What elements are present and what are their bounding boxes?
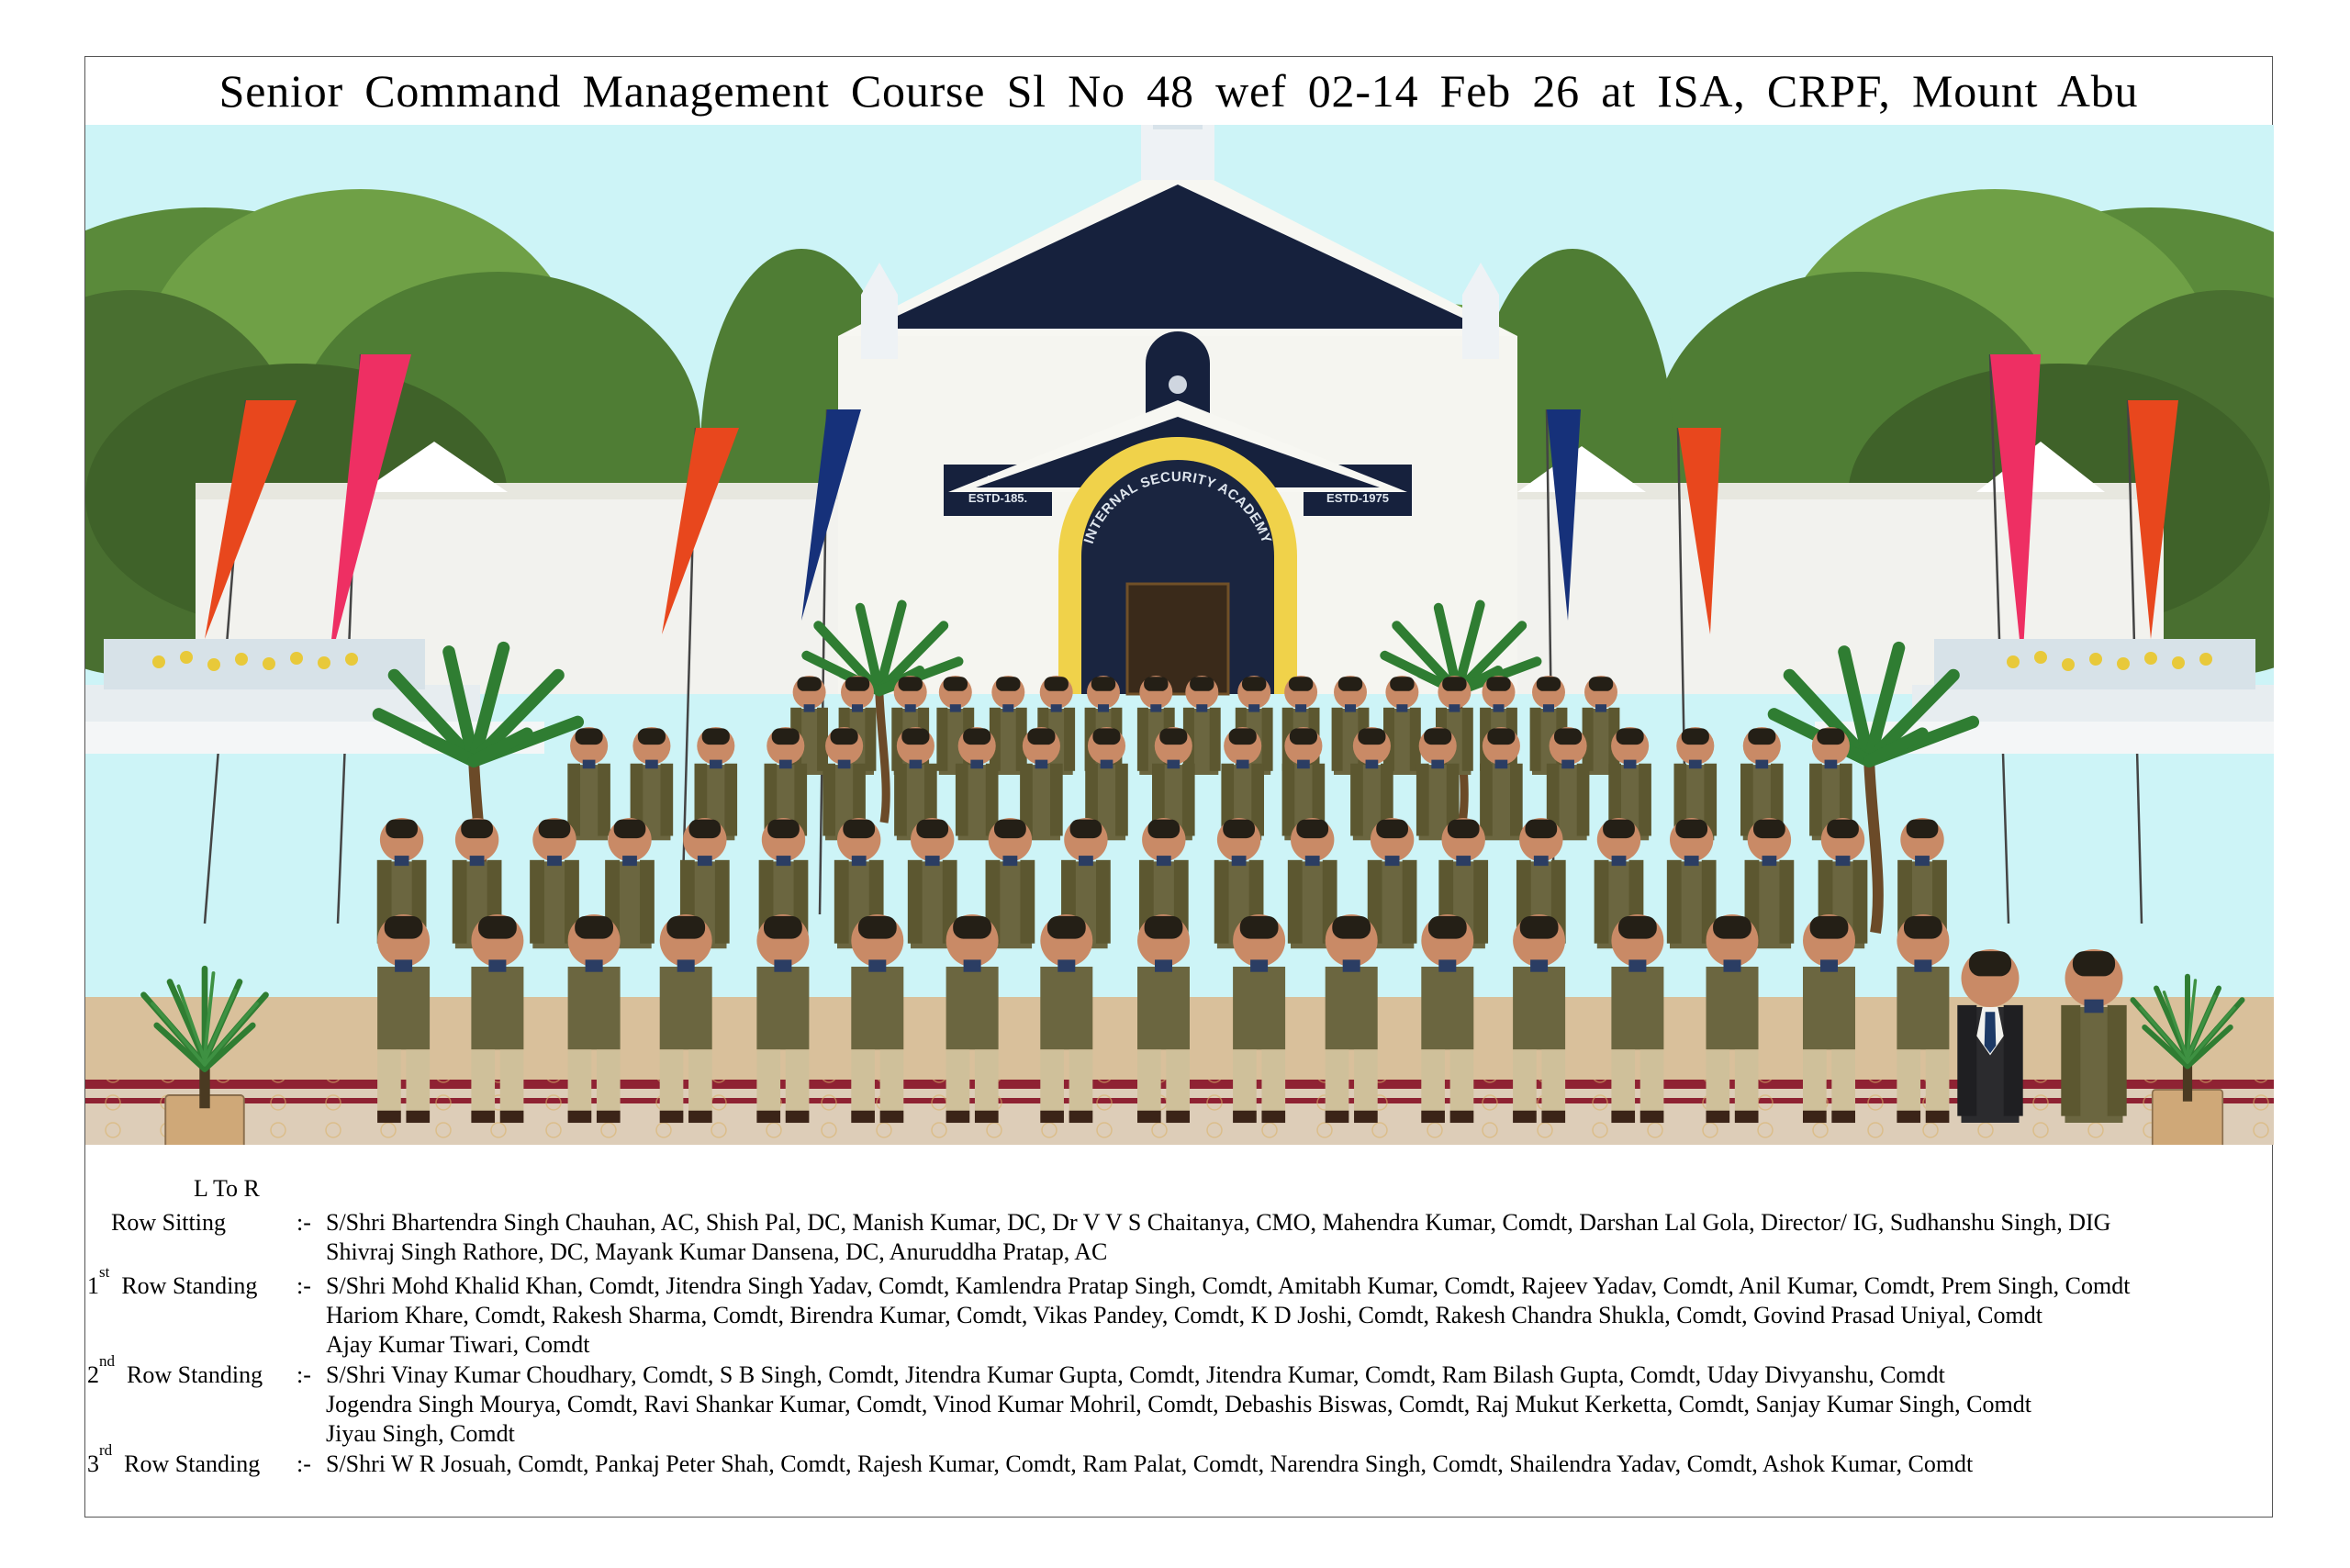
svg-text:ESTD-185.: ESTD-185. <box>968 491 1027 505</box>
svg-text:ESTD-1975: ESTD-1975 <box>1326 491 1389 505</box>
